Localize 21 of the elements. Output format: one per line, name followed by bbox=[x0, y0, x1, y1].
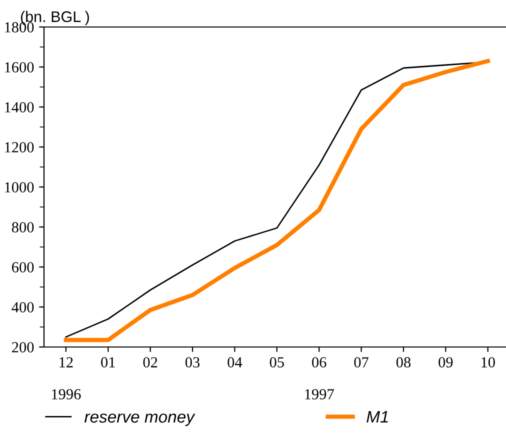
legend-label: reserve money bbox=[84, 414, 196, 426]
category-label: 12 1996 bbox=[52, 357, 81, 400]
x-tick-label: 01 bbox=[101, 357, 115, 368]
x-tick-label: 09 bbox=[438, 357, 453, 368]
y-tick-label: 1400 bbox=[5, 102, 34, 112]
y-tick-label: 200 bbox=[12, 342, 34, 352]
x-tick-label: 07 bbox=[354, 357, 368, 368]
x-tick-label: 03 bbox=[185, 357, 200, 368]
x-tick-label: 04 bbox=[228, 357, 242, 368]
legend-label: M1 bbox=[366, 411, 388, 423]
category-label: 06 1997 bbox=[305, 357, 334, 400]
y-tick-label: 1200 bbox=[5, 142, 34, 152]
x-tick-label: 02 bbox=[143, 357, 158, 368]
x-tick-label: 05 bbox=[270, 357, 284, 368]
y-tick-label: 1000 bbox=[5, 182, 34, 192]
y-tick-label: 400 bbox=[12, 302, 34, 312]
y-tick-label: 600 bbox=[12, 262, 34, 272]
x-tick-label: 10 bbox=[482, 357, 495, 368]
y-tick-label: 1600 bbox=[5, 62, 34, 72]
y-tick-label: 800 bbox=[12, 222, 34, 232]
x-tick-label: 08 bbox=[396, 357, 411, 368]
